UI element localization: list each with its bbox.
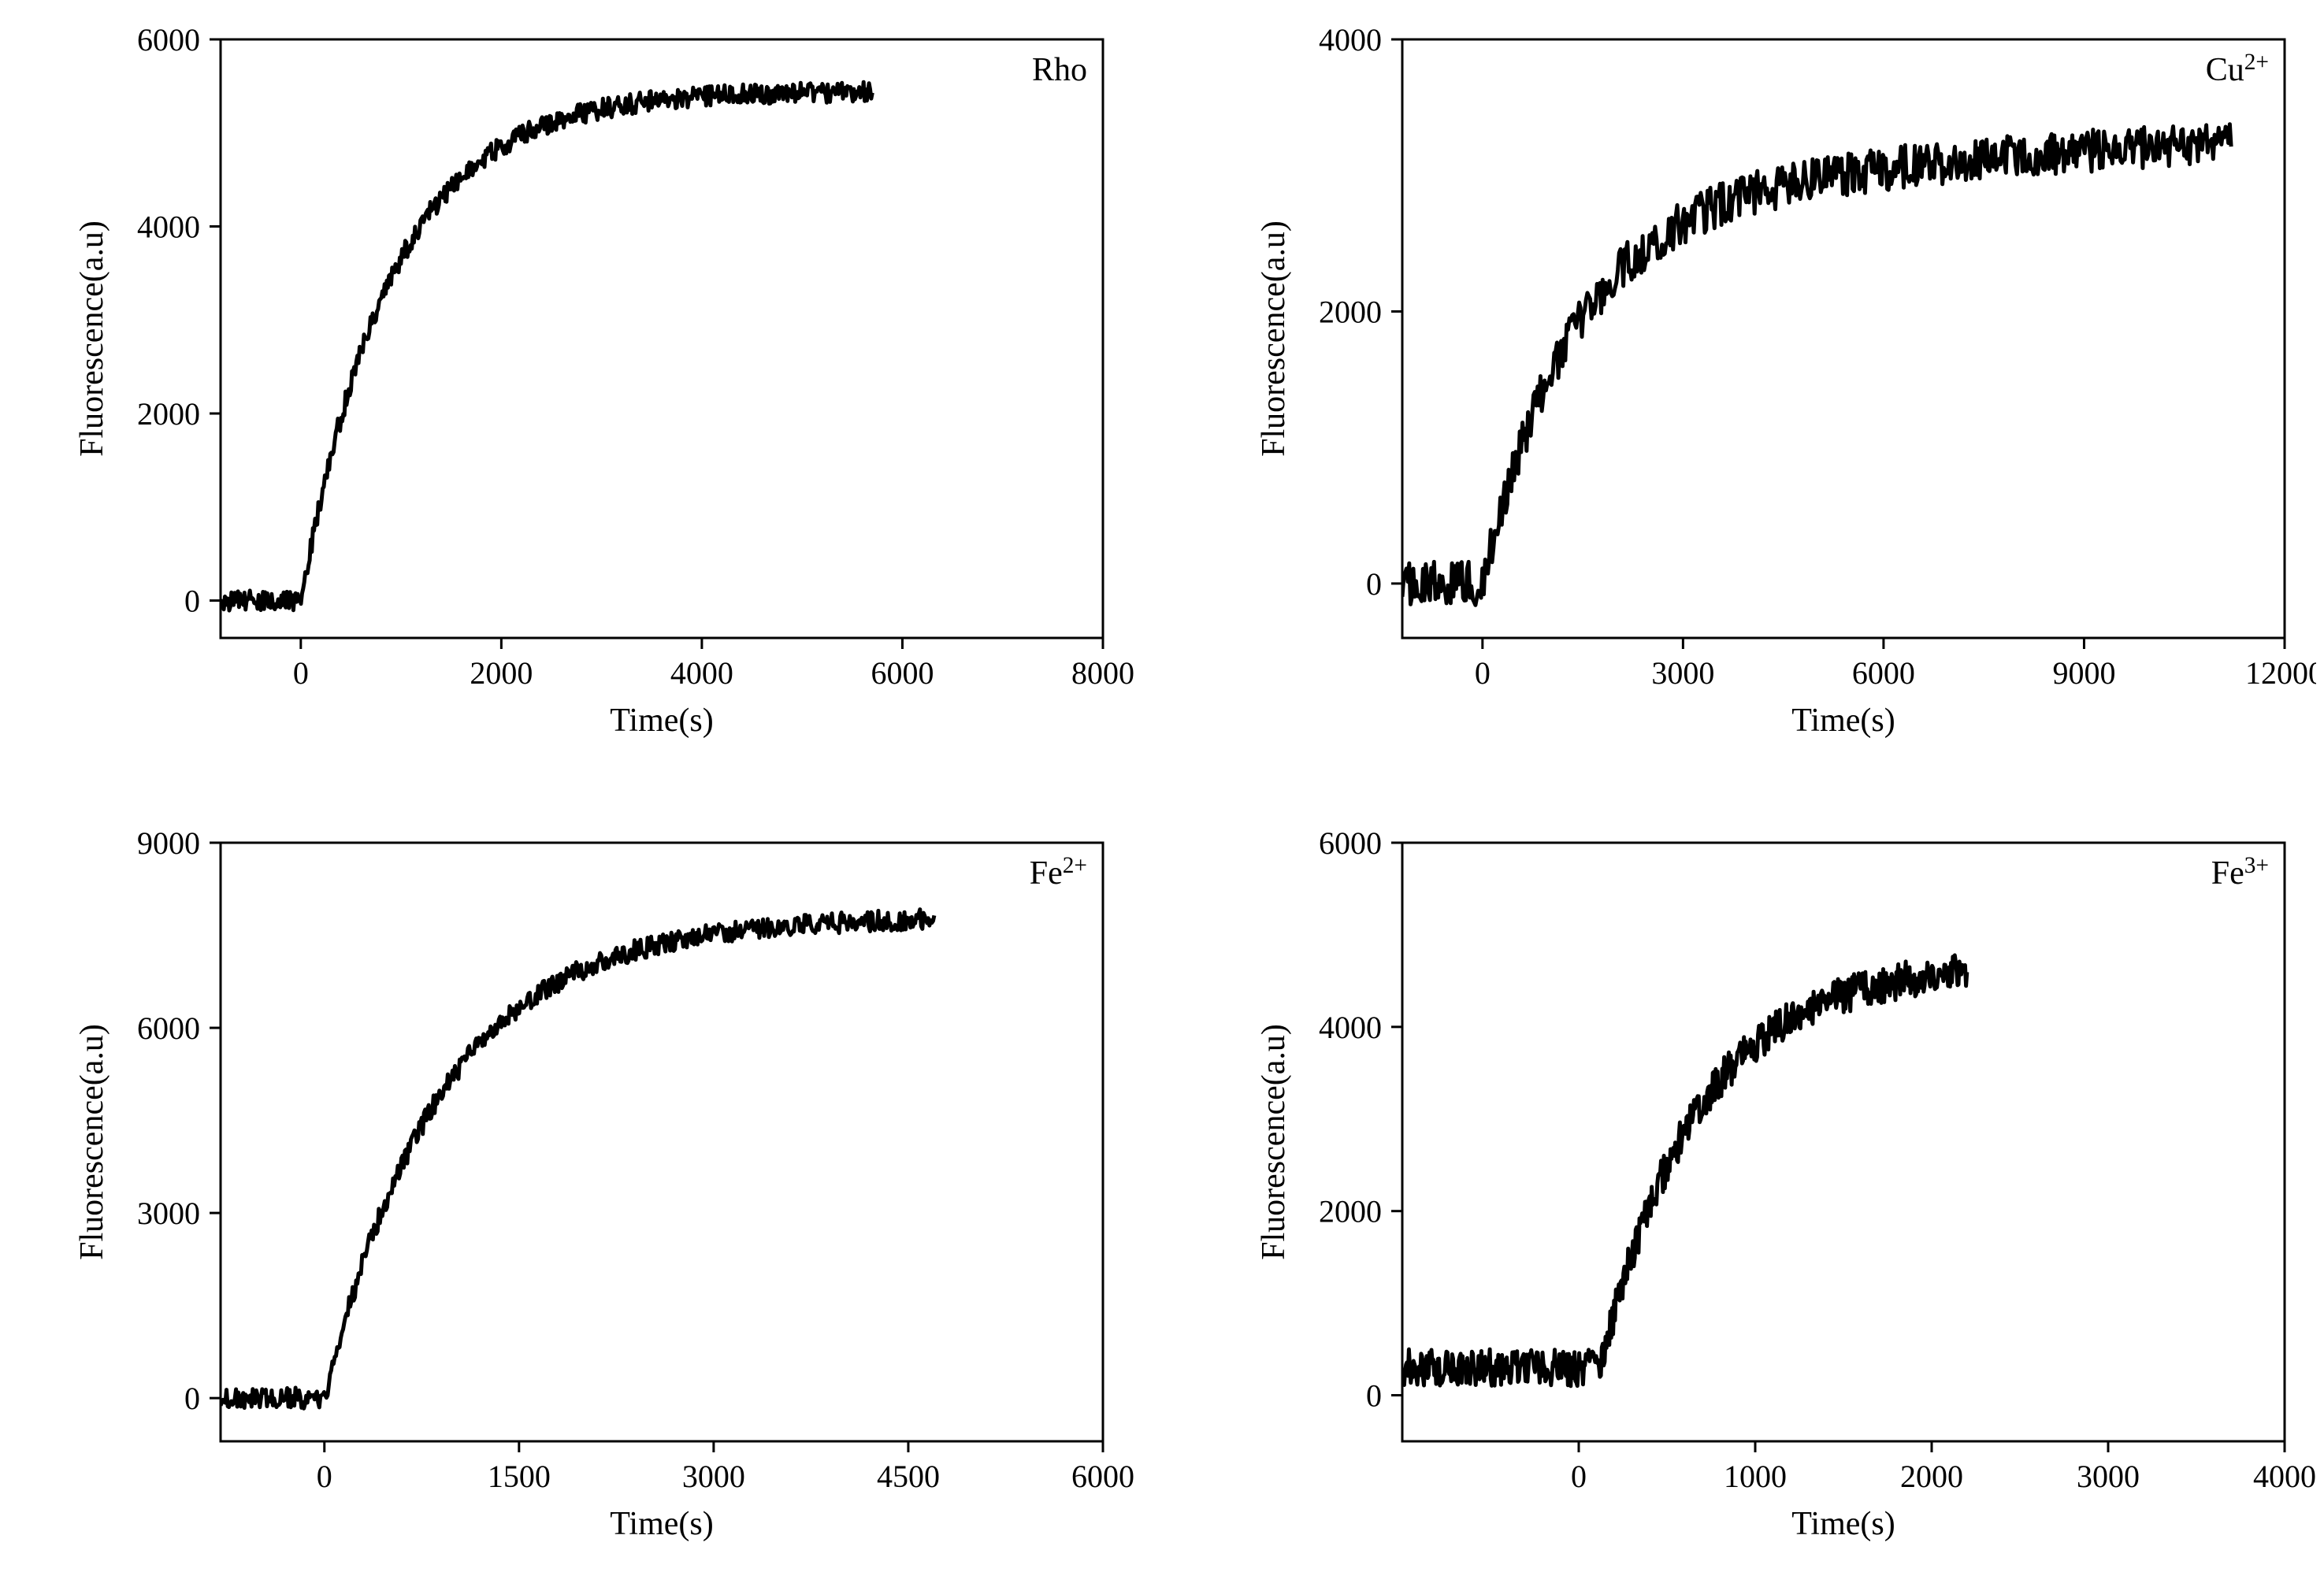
panel-annotation: Fe2+ — [1030, 853, 1087, 892]
ytick-label: 4000 — [1319, 1010, 1382, 1045]
xtick-label: 2000 — [1900, 1459, 1963, 1494]
xtick-label: 4000 — [670, 655, 733, 691]
ytick-label: 6000 — [1319, 825, 1382, 861]
xtick-label: 3000 — [1651, 655, 1714, 691]
xtick-label: 9000 — [2052, 655, 2115, 691]
x-axis-label: Time(s) — [610, 1506, 713, 1542]
ytick-label: 2000 — [1319, 1194, 1382, 1229]
y-axis-label: Fluorescence(a.u) — [1256, 1024, 1292, 1260]
xtick-label: 0 — [317, 1459, 332, 1494]
xtick-label: 1500 — [488, 1459, 551, 1494]
xtick-label: 12000 — [2245, 655, 2316, 691]
x-axis-label: Time(s) — [610, 703, 713, 739]
panel-annotation: Cu2+ — [2206, 50, 2269, 88]
xtick-label: 6000 — [871, 655, 934, 691]
xtick-label: 3000 — [682, 1459, 745, 1494]
data-series — [221, 82, 872, 610]
data-series — [1402, 124, 2231, 606]
ytick-label: 0 — [184, 1381, 200, 1416]
x-axis-label: Time(s) — [1791, 1506, 1895, 1542]
xtick-label: 1000 — [1724, 1459, 1787, 1494]
ytick-label: 6000 — [137, 22, 200, 57]
ytick-label: 2000 — [137, 396, 200, 432]
ytick-label: 0 — [184, 584, 200, 619]
xtick-label: 6000 — [1071, 1459, 1134, 1494]
xtick-label: 0 — [1571, 1459, 1587, 1494]
ytick-label: 0 — [1366, 566, 1382, 602]
panel-rho: 0 2000 4000 6000 8000 0 2000 4000 6000 Time(s) Flu… — [47, 16, 1134, 772]
xtick-label: 4000 — [2253, 1459, 2316, 1494]
y-axis-label: Fluorescence(a.u) — [74, 1024, 110, 1260]
ytick-label: 4000 — [1319, 22, 1382, 57]
figure: 0 2000 4000 6000 8000 0 2000 4000 6000 Time(s) Flu… — [0, 0, 2324, 1587]
y-axis-label: Fluorescence(a.u) — [74, 221, 110, 457]
xtick-label: 2000 — [470, 655, 533, 691]
panel-fe3: 0 1000 2000 3000 4000 0 2000 4000 6000 Time(s) Flu… — [1229, 819, 2316, 1575]
ytick-label: 3000 — [137, 1196, 200, 1231]
xtick-label: 0 — [1475, 655, 1491, 691]
panel-fe2: 0 1500 3000 4500 6000 0 3000 6000 9000 Time(s) Flu… — [47, 819, 1134, 1575]
ytick-label: 4000 — [137, 209, 200, 245]
ytick-label: 0 — [1366, 1378, 1382, 1414]
xtick-label: 3000 — [2077, 1459, 2140, 1494]
ytick-label: 2000 — [1319, 294, 1382, 329]
panel-cu2: 0 3000 6000 9000 12000 0 2000 4000 Time(s) Fluore… — [1229, 16, 2316, 772]
y-axis-label: Fluorescence(a.u) — [1256, 221, 1292, 457]
panel-annotation: Rho — [1032, 52, 1087, 88]
ytick-label: 6000 — [137, 1010, 200, 1046]
xtick-label: 8000 — [1071, 655, 1134, 691]
x-axis-label: Time(s) — [1791, 703, 1895, 739]
data-series — [1402, 955, 1967, 1386]
xtick-label: 6000 — [1852, 655, 1915, 691]
xtick-label: 0 — [293, 655, 309, 691]
xtick-label: 4500 — [877, 1459, 940, 1494]
data-series — [221, 910, 934, 1409]
ytick-label: 9000 — [137, 825, 200, 861]
panel-annotation: Fe3+ — [2211, 853, 2269, 892]
